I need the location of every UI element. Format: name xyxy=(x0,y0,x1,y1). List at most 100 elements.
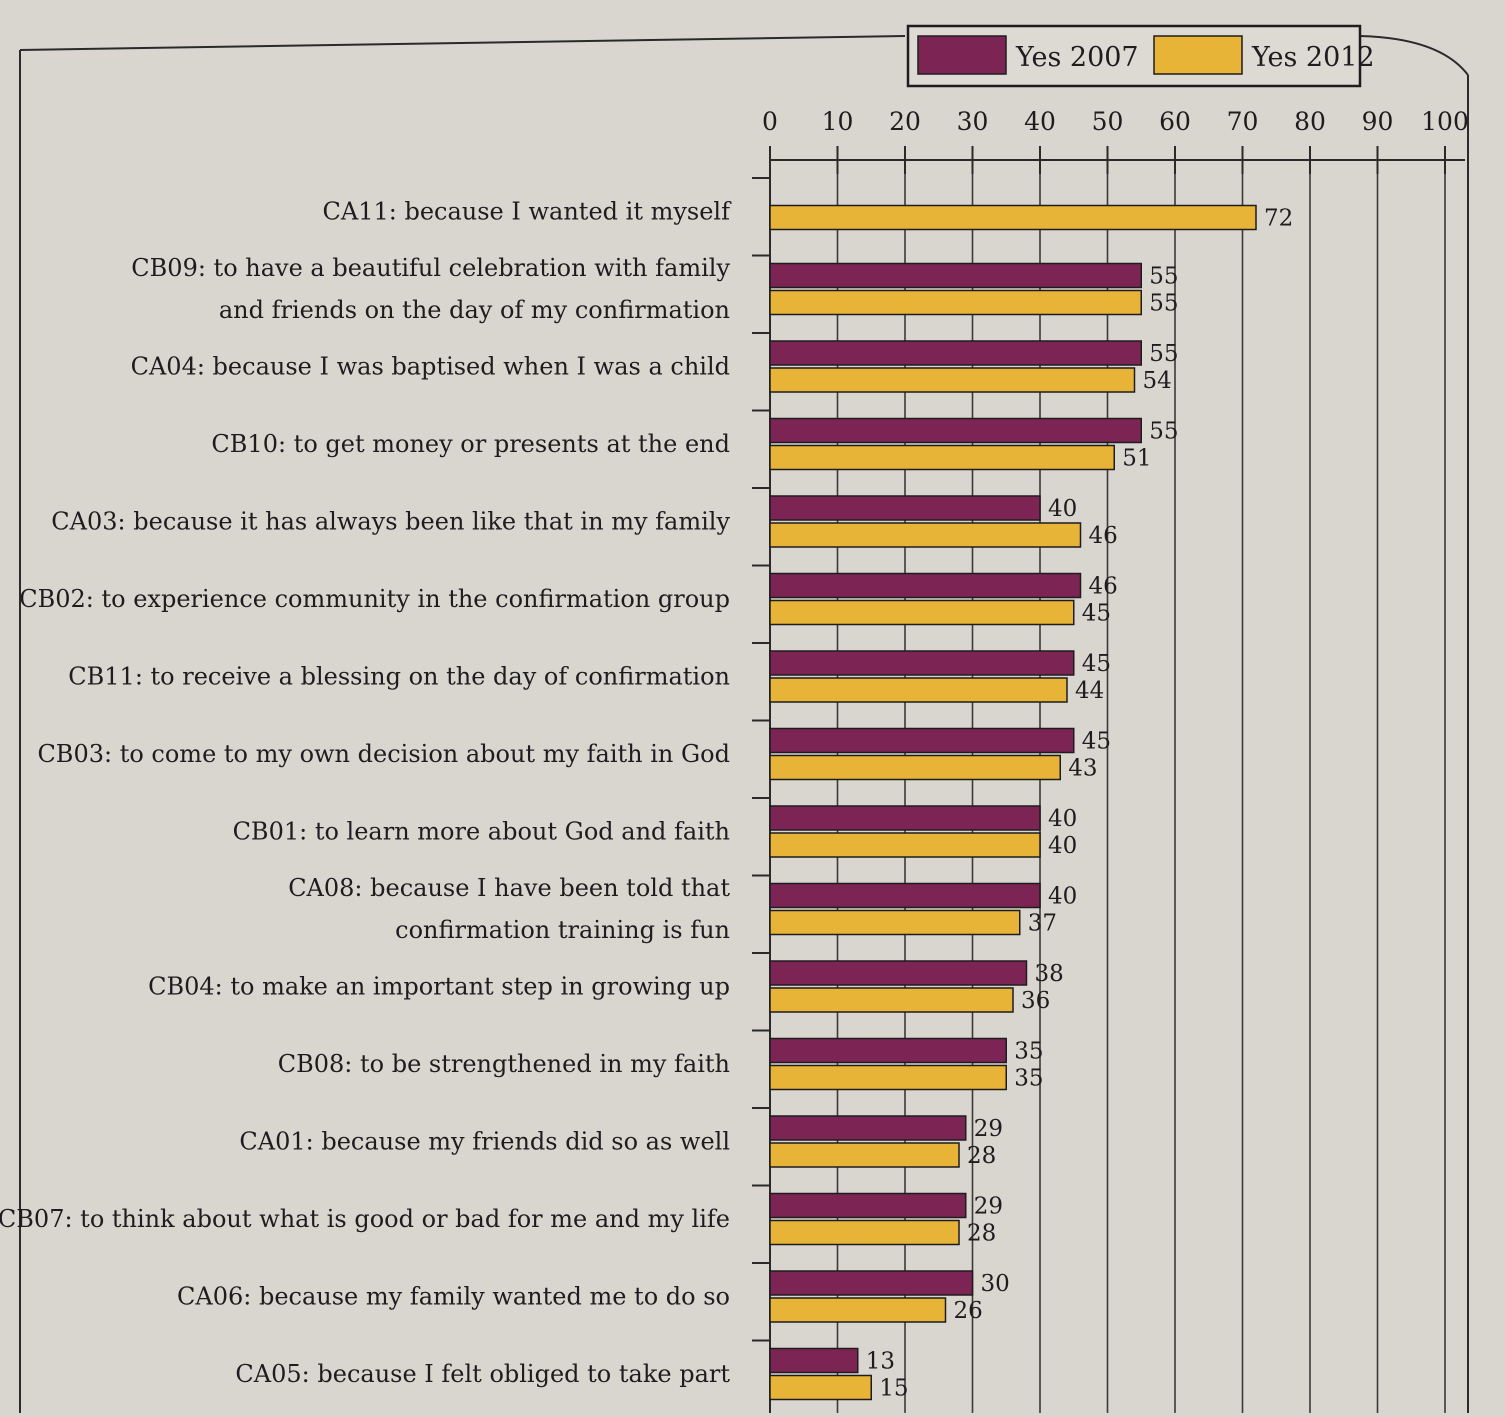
bar-yes-2007 xyxy=(769,650,1075,676)
legend-label: Yes 2012 xyxy=(1251,42,1375,73)
data-label: 45 xyxy=(1082,601,1111,627)
data-label: 45 xyxy=(1082,651,1111,677)
data-label: 55 xyxy=(1149,264,1178,290)
data-label: 28 xyxy=(967,1221,996,1247)
data-label: 72 xyxy=(1264,206,1293,232)
data-label: 45 xyxy=(1082,729,1111,755)
category-label: CB04: to make an important step in growi… xyxy=(148,973,730,1001)
x-tick-label: 40 xyxy=(1024,107,1056,136)
bar-yes-2007 xyxy=(769,727,1075,754)
data-label: 29 xyxy=(974,1194,1003,1220)
category-label: confirmation training is fun xyxy=(395,916,730,944)
data-label: 37 xyxy=(1028,911,1057,937)
data-label: 51 xyxy=(1122,446,1151,472)
bar-yes-2012 xyxy=(769,1219,960,1246)
data-label: 40 xyxy=(1048,496,1077,522)
data-label: 30 xyxy=(981,1271,1010,1297)
bar-yes-2007 xyxy=(769,1270,974,1296)
x-tick-label: 70 xyxy=(1227,107,1259,136)
bar-yes-2007 xyxy=(769,805,1041,831)
bar-yes-2012 xyxy=(769,204,1257,231)
data-label: 40 xyxy=(1048,833,1077,859)
bars: 7255555554555140464645454445434040403738… xyxy=(769,204,1293,1402)
bar-yes-2007 xyxy=(769,572,1082,599)
category-label: and friends on the day of my confirmatio… xyxy=(219,296,730,324)
x-tick-label: 80 xyxy=(1294,107,1326,136)
x-tick-label: 0 xyxy=(762,107,778,136)
bar-yes-2012 xyxy=(769,522,1082,548)
x-tick-label: 30 xyxy=(957,107,989,136)
bar-yes-2012 xyxy=(769,909,1021,936)
category-label: CB08: to be strengthened in my faith xyxy=(278,1050,730,1078)
category-label: CB07: to think about what is good or bad… xyxy=(0,1205,730,1233)
bar-yes-2007 xyxy=(769,1347,859,1374)
bar-yes-2012 xyxy=(769,832,1041,858)
bar-yes-2007 xyxy=(769,1037,1007,1064)
bar-yes-2012 xyxy=(769,987,1014,1013)
x-tick-label: 60 xyxy=(1159,107,1191,136)
data-label: 36 xyxy=(1021,988,1050,1014)
bar-yes-2012 xyxy=(769,677,1068,703)
bar-yes-2007 xyxy=(769,1115,967,1141)
bar-yes-2012 xyxy=(769,444,1115,471)
category-label: CB02: to experience community in the con… xyxy=(19,585,730,613)
data-label: 35 xyxy=(1014,1039,1043,1065)
data-label: 55 xyxy=(1149,341,1178,367)
category-label: CA06: because my family wanted me to do … xyxy=(177,1283,730,1311)
bar-yes-2007 xyxy=(769,960,1028,986)
data-label: 13 xyxy=(866,1349,895,1375)
data-label: 55 xyxy=(1149,419,1178,445)
category-label: CB10: to get money or presents at the en… xyxy=(211,430,730,458)
x-tick-label: 20 xyxy=(889,107,921,136)
category-label: CA05: because I felt obliged to take par… xyxy=(235,1360,730,1388)
data-label: 40 xyxy=(1048,806,1077,832)
bar-yes-2012 xyxy=(769,1374,872,1401)
category-label: CA03: because it has always been like th… xyxy=(51,508,730,536)
bar-yes-2007 xyxy=(769,495,1041,521)
x-tick-label: 100 xyxy=(1421,107,1469,136)
bar-yes-2007 xyxy=(769,882,1041,909)
data-label: 29 xyxy=(974,1116,1003,1142)
bar-yes-2007 xyxy=(769,262,1142,289)
bar-yes-2007 xyxy=(769,1192,967,1219)
bar-yes-2012 xyxy=(769,1297,947,1323)
data-label: 35 xyxy=(1014,1066,1043,1092)
bar-yes-2012 xyxy=(769,1142,960,1168)
category-label: CA01: because my friends did so as well xyxy=(239,1128,730,1156)
data-label: 28 xyxy=(967,1143,996,1169)
category-label: CB01: to learn more about God and faith xyxy=(233,818,730,846)
category-label: CB03: to come to my own decision about m… xyxy=(37,740,730,768)
category-label: CA11: because I wanted it myself xyxy=(323,198,733,226)
bar-yes-2012 xyxy=(769,1064,1007,1091)
legend-swatch xyxy=(917,35,1007,75)
legend-label: Yes 2007 xyxy=(1015,42,1139,73)
x-tick-label: 50 xyxy=(1092,107,1124,136)
data-label: 55 xyxy=(1149,291,1178,317)
legend: Yes 2007 Yes 2012 xyxy=(906,24,1375,88)
category-label: CA04: because I was baptised when I was … xyxy=(131,353,730,381)
data-label: 44 xyxy=(1075,678,1104,704)
bar-yes-2012 xyxy=(769,754,1061,781)
data-label: 43 xyxy=(1068,756,1097,782)
data-label: 46 xyxy=(1089,523,1118,549)
data-label: 38 xyxy=(1035,961,1064,987)
category-label: CB09: to have a beautiful celebration wi… xyxy=(131,254,730,282)
bar-yes-2012 xyxy=(769,289,1142,316)
x-tick-label: 90 xyxy=(1362,107,1394,136)
bar-yes-2012 xyxy=(769,599,1075,626)
category-labels: CA11: because I wanted it myself CB09: to… xyxy=(0,198,732,1389)
bar-yes-2007 xyxy=(769,340,1142,366)
x-axis: 0 10 20 30 40 50 60 70 80 90 100 xyxy=(752,107,1469,1413)
category-label: CB11: to receive a blessing on the day o… xyxy=(68,663,730,691)
bar-yes-2007 xyxy=(769,417,1142,444)
legend-swatch xyxy=(1153,35,1243,75)
bar-yes-2012 xyxy=(769,367,1136,393)
data-label: 46 xyxy=(1089,574,1118,600)
category-label: CA08: because I have been told that xyxy=(288,874,730,902)
data-label: 54 xyxy=(1143,368,1172,394)
data-label: 26 xyxy=(954,1298,983,1324)
data-label: 40 xyxy=(1048,884,1077,910)
chart-frame xyxy=(19,35,1469,1413)
